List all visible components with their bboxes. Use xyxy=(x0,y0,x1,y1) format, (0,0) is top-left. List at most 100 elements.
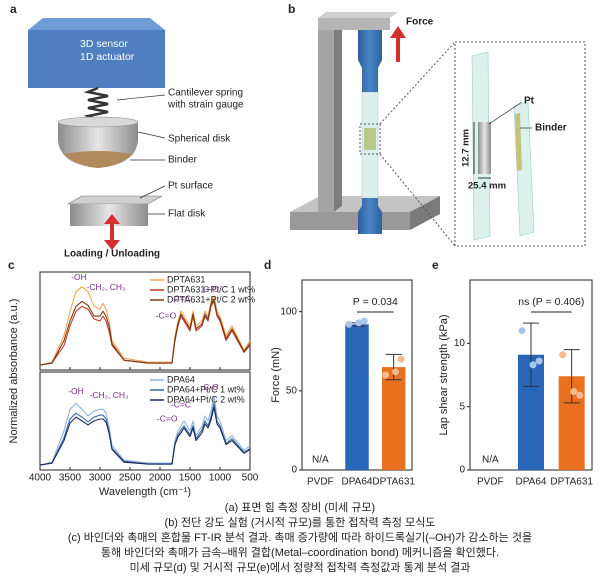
x-tick-label: PVDF xyxy=(477,477,504,488)
caption-line: 통해 바인더와 촉매가 금속–배위 결합(Metal–coordination … xyxy=(101,545,499,559)
spring-label: Cantilever spring xyxy=(168,88,243,99)
actuator-label: 1D actuator xyxy=(80,51,135,63)
binder-layer xyxy=(64,151,132,168)
disk-label: Spherical disk xyxy=(168,134,231,145)
width-label: 25.4 mm xyxy=(468,181,506,192)
x-tick-label: 1500 xyxy=(179,473,202,484)
legend-label: DPA64+Pt/C 1 wt% xyxy=(167,384,245,394)
pt-label: Pt xyxy=(524,96,535,107)
panel-label: c xyxy=(8,258,15,272)
x-tick-label: 3500 xyxy=(59,473,82,484)
zoom-line xyxy=(379,41,456,125)
peak-label: -C=C xyxy=(171,294,191,304)
panel-label: d xyxy=(264,258,271,272)
peak-label: -C=C xyxy=(171,400,191,410)
y-axis-title: Normalized absorbance (a.u.) xyxy=(8,299,20,444)
clamp-bottom xyxy=(358,198,382,234)
x-tick-label: DPTA631 xyxy=(372,477,415,488)
data-point xyxy=(382,371,390,379)
legend-label: DPTA631+Pt/C 2 wt% xyxy=(167,294,255,304)
arrowhead xyxy=(390,26,406,38)
pt-surface xyxy=(66,195,164,205)
caption-line: 미세 규모(d) 및 거시적 규모(e)에서 정량적 접착력 측정값과 통계 분… xyxy=(130,561,471,574)
caption-line: (a) 표면 힘 측정 장비 (미세 규모) xyxy=(225,501,375,514)
panel-label: e xyxy=(432,258,439,272)
beam-top xyxy=(318,12,398,18)
y-axis-title: Lap shear strength (kPa) xyxy=(438,314,450,435)
data-point xyxy=(570,387,578,395)
peak-label: -CH₂, CH₃ xyxy=(87,282,126,292)
peak-label: -C=O xyxy=(156,310,177,320)
spectrum-line xyxy=(39,402,251,466)
bond-area xyxy=(364,128,376,150)
y-tick-label: 100 xyxy=(280,306,297,317)
plot-frame xyxy=(39,371,251,471)
error-bar xyxy=(385,353,402,381)
panel-label: a xyxy=(10,2,17,16)
y-tick-label: 0 xyxy=(291,465,297,476)
binder-strip xyxy=(515,113,522,171)
legend-label: DPA64+Pt/C 2 wt% xyxy=(167,394,245,404)
sensor-top xyxy=(28,18,165,30)
caption-line: (c) 바인더와 촉매의 혼합물 FT-IR 분석 결과. 촉매 증가량에 따라… xyxy=(68,530,532,544)
data-point xyxy=(355,319,363,327)
x-tick-label: 4000 xyxy=(29,473,52,484)
peak-label: C-O xyxy=(203,382,219,392)
y-axis-title: Force (mN) xyxy=(270,347,282,403)
data-point xyxy=(345,320,353,328)
x-tick-label: 3000 xyxy=(89,473,112,484)
post xyxy=(318,30,334,212)
legend-label: DPTA631 xyxy=(167,274,205,284)
arrowhead xyxy=(104,214,120,224)
spectrum-line xyxy=(39,395,251,466)
binder-label: Binder xyxy=(168,155,198,166)
height-label: 12.7 mm xyxy=(461,129,472,167)
leader xyxy=(137,131,166,139)
leader xyxy=(488,101,523,125)
data-point xyxy=(392,368,399,376)
caption-line: (b) 전단 강도 실험 (거시적 규모)를 통한 접착력 측정 모식도 xyxy=(165,516,436,529)
spring xyxy=(83,86,109,122)
peak-label: -C=O xyxy=(157,413,178,423)
significance-label: P = 0.034 xyxy=(353,296,398,308)
spring-label: with strain gauge xyxy=(167,100,244,111)
error-bar xyxy=(523,322,539,387)
bar xyxy=(381,367,406,470)
binder-label: Binder xyxy=(535,123,567,134)
x-tick-label: 500 xyxy=(242,473,259,484)
peak-label: -CH₂, CH₃ xyxy=(90,390,129,400)
flat-label: Flat disk xyxy=(168,209,206,220)
bar xyxy=(345,324,369,470)
force-label: Force xyxy=(406,17,434,28)
data-point xyxy=(360,317,368,325)
value-label: N/A xyxy=(482,455,499,466)
sensor-box xyxy=(28,30,165,88)
base-front xyxy=(290,212,410,230)
data-point xyxy=(518,327,526,335)
x-tick-label: 1000 xyxy=(209,473,232,484)
caption: (a) 표면 힘 측정 장비 (미세 규모) (b) 전단 강도 실험 (거시적 … xyxy=(68,501,532,574)
x-tick-label: DPA64 xyxy=(516,477,547,488)
beam xyxy=(318,18,390,30)
significance-label: ns (P = 0.406) xyxy=(518,296,584,308)
panel-label: b xyxy=(288,2,295,16)
pt-plate xyxy=(478,122,491,174)
spectrum-line xyxy=(39,298,251,366)
post-side xyxy=(334,24,342,212)
x-tick-label: DPA64 xyxy=(342,477,373,488)
clamp-top xyxy=(358,30,382,92)
data-point xyxy=(535,357,543,365)
loading-label: Loading / Unloading xyxy=(64,249,160,260)
x-tick-label: DPTA631 xyxy=(550,477,593,488)
plot-frame xyxy=(39,271,251,371)
arrowhead xyxy=(104,240,120,250)
data-point xyxy=(529,361,537,369)
y-tick-label: 50 xyxy=(286,385,298,396)
inset xyxy=(454,41,586,247)
zoom-box xyxy=(359,123,381,155)
panel-a: a 3D sensor 1D actuator Cantilever sprin… xyxy=(10,2,244,259)
x-axis-title: Wavelength (cm⁻¹) xyxy=(99,486,191,498)
x-tick-label: 2000 xyxy=(149,473,172,484)
spectrum-line xyxy=(39,286,251,366)
